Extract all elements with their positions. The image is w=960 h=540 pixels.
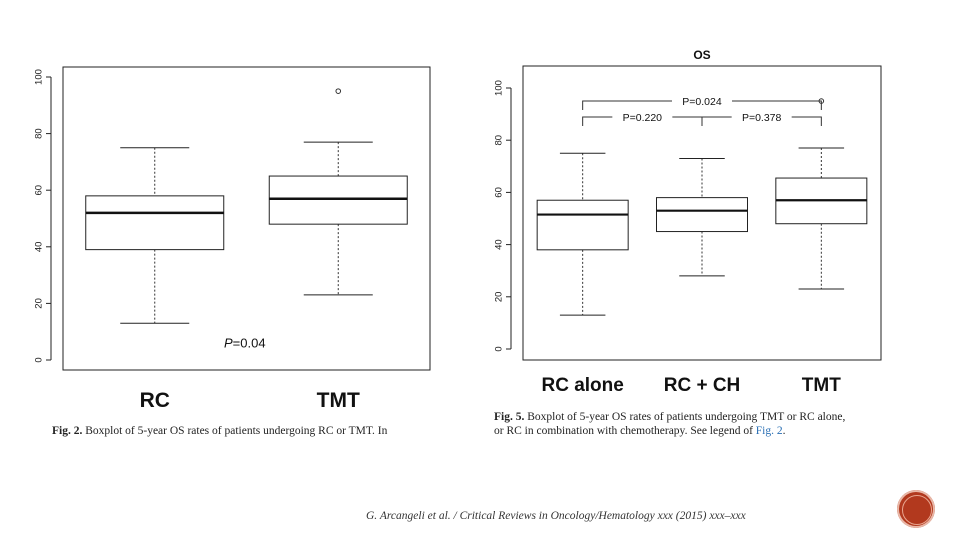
y-tick-label: 0 — [494, 346, 505, 351]
category-label: TMT — [317, 389, 360, 408]
y-tick-label: 40 — [494, 239, 505, 250]
caption-right-fig-link[interactable]: Fig. 2 — [755, 425, 783, 437]
y-tick-label: 80 — [494, 135, 505, 146]
box-iqr — [656, 197, 748, 233]
y-tick-label: 100 — [34, 69, 45, 85]
y-tick-label: 80 — [34, 128, 45, 139]
boxplot-left-chart: 0 20 40 60 80 100 RC TMT P=0.04 — [34, 66, 431, 408]
p-value-symbol: P — [224, 335, 233, 350]
comparison-label-bg — [612, 111, 673, 123]
category-label: TMT — [802, 375, 841, 396]
chart-title: OS — [693, 48, 710, 62]
y-tick-label: 20 — [34, 298, 45, 309]
box-iqr — [268, 175, 408, 225]
caption-left-fig-label: Fig. 2. — [52, 425, 83, 437]
y-tick-label: 100 — [494, 80, 505, 96]
figure-caption-left: Fig. 2. Boxplot of 5-year OS rates of pa… — [52, 424, 387, 438]
figure-caption-right: Fig. 5. Boxplot of 5-year OS rates of pa… — [494, 410, 845, 438]
p-value-number: =0.04 — [233, 335, 266, 350]
y-tick-label: 60 — [494, 187, 505, 198]
comparison-label-bg — [731, 111, 792, 123]
caption-right-line1: Boxplot of 5-year OS rates of patients u… — [524, 411, 846, 423]
plot-frame — [522, 65, 882, 361]
comparison-label-bg — [672, 95, 732, 107]
comparison-p-value: P=0.024 — [682, 96, 722, 108]
category-label: RC alone — [541, 375, 623, 396]
box-iqr — [536, 199, 629, 251]
box-iqr — [85, 195, 225, 251]
category-label: RC — [140, 389, 170, 408]
comparison-p-value: P=0.220 — [623, 112, 663, 124]
p-value-annotation: P=0.04 — [224, 335, 266, 350]
citation: G. Arcangeli et al. / Critical Reviews i… — [366, 510, 746, 522]
y-tick-label: 20 — [494, 292, 505, 303]
plot-frame — [62, 66, 431, 371]
boxplot-right-chart: 0 20 40 60 80 100 RC alone RC + CH TMT OS P=0.024 P… — [494, 48, 882, 396]
page-badge-ring — [902, 495, 932, 525]
page-badge — [897, 490, 935, 528]
category-label: RC + CH — [664, 375, 741, 396]
outlier-point — [335, 88, 342, 94]
caption-right-fig-label: Fig. 5. — [494, 411, 525, 423]
comparison-p-value: P=0.378 — [742, 112, 782, 124]
y-tick-label: 60 — [34, 185, 45, 196]
caption-left-text: Boxplot of 5-year OS rates of patients u… — [82, 425, 388, 437]
caption-right-line2: or RC in combination with chemotherapy. … — [494, 425, 756, 437]
y-tick-label: 0 — [34, 357, 45, 362]
caption-right-line2-end: . — [782, 425, 786, 437]
y-tick-label: 40 — [34, 242, 45, 253]
